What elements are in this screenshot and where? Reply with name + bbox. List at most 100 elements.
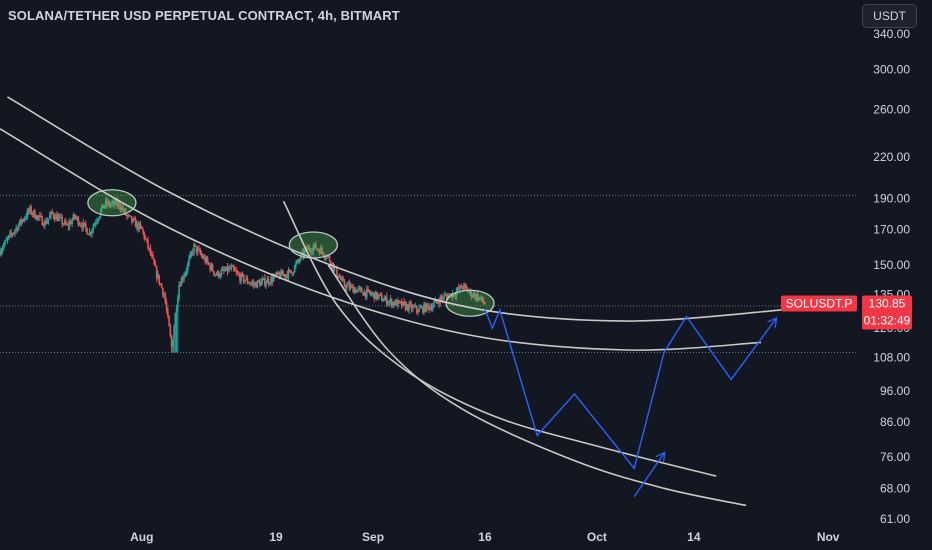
- candle-body: [162, 288, 164, 296]
- candle-body: [264, 277, 266, 286]
- y-tick-label: 340.00: [873, 27, 910, 41]
- candle: [484, 301, 486, 305]
- candle-body: [431, 306, 434, 310]
- candle-body: [472, 293, 475, 297]
- candle: [10, 228, 12, 238]
- candle: [407, 304, 409, 313]
- candle: [1, 245, 4, 255]
- candle-body: [240, 273, 243, 282]
- projection-path: [484, 307, 776, 470]
- candle-body: [372, 292, 374, 294]
- candle: [102, 204, 105, 209]
- candle-body: [175, 308, 178, 314]
- candle-body: [114, 200, 117, 205]
- candle: [112, 197, 114, 208]
- candle-body: [24, 218, 26, 221]
- candle-body: [388, 301, 391, 304]
- candle-body: [418, 307, 420, 313]
- candle-body: [101, 204, 103, 210]
- candle: [387, 300, 389, 307]
- candle-body: [5, 239, 8, 241]
- candle-body: [261, 279, 264, 282]
- candle: [421, 305, 424, 315]
- candle: [282, 270, 285, 277]
- candle-body: [359, 287, 362, 289]
- candle: [152, 251, 154, 260]
- candle: [144, 235, 147, 240]
- candle-body: [87, 234, 90, 236]
- candle-body: [297, 260, 300, 262]
- candle-body: [367, 289, 369, 291]
- candle-body: [443, 295, 445, 300]
- candle: [317, 247, 320, 252]
- candle: [147, 236, 149, 251]
- price-tag-value: 130.85: [869, 297, 906, 311]
- candle-body: [46, 220, 49, 224]
- currency-button[interactable]: USDT: [862, 4, 917, 28]
- candle: [328, 254, 331, 263]
- candle-body: [228, 267, 230, 272]
- x-tick-label: 16: [478, 530, 492, 544]
- candle-body: [92, 226, 95, 231]
- candle: [283, 273, 286, 280]
- candle: [377, 292, 379, 301]
- candle-body: [15, 227, 17, 231]
- candle: [180, 276, 183, 287]
- candle: [246, 275, 249, 285]
- candle: [219, 273, 221, 280]
- candle-body: [214, 274, 216, 276]
- candle: [4, 239, 6, 247]
- candle-body: [226, 266, 229, 272]
- candle: [27, 208, 30, 215]
- candle: [101, 204, 103, 212]
- candle-body: [460, 285, 463, 289]
- candle-body: [433, 302, 435, 307]
- candle-body: [288, 269, 291, 271]
- candle-body: [26, 210, 29, 218]
- candle: [80, 221, 82, 228]
- candle-body: [58, 216, 61, 218]
- candle: [280, 268, 282, 279]
- candle-body: [277, 272, 280, 275]
- candle-body: [108, 201, 111, 206]
- candle: [474, 291, 476, 301]
- candle: [121, 204, 123, 212]
- candle: [191, 248, 194, 257]
- candle: [12, 232, 15, 236]
- candle-body: [326, 255, 328, 258]
- candle-body: [145, 238, 148, 240]
- candle-body: [40, 215, 42, 217]
- candle-body: [474, 293, 476, 299]
- candle-body: [96, 221, 98, 223]
- candle-body: [295, 263, 297, 266]
- candle-body: [186, 263, 189, 271]
- candle-body: [204, 257, 206, 263]
- candle-body: [6, 238, 9, 240]
- candle: [384, 295, 387, 302]
- candle: [17, 222, 20, 231]
- candle-body: [142, 228, 144, 233]
- candle-body: [440, 296, 443, 299]
- candle: [9, 229, 11, 239]
- candle-body: [50, 211, 52, 216]
- candle-body: [300, 254, 302, 261]
- candle: [148, 247, 151, 252]
- candle: [270, 274, 272, 287]
- candle: [451, 290, 454, 302]
- candle-body: [421, 306, 424, 313]
- candle: [42, 222, 45, 228]
- candle-body: [201, 255, 204, 259]
- candle-body: [4, 240, 6, 245]
- candle-body: [135, 222, 138, 228]
- candle-body: [139, 223, 142, 227]
- candle-body: [183, 276, 185, 280]
- candle-body: [417, 310, 419, 313]
- candle-body: [257, 280, 260, 282]
- candle: [51, 208, 54, 215]
- candle-body: [194, 244, 197, 246]
- candle: [252, 279, 255, 289]
- candle: [48, 211, 51, 219]
- candle-body: [210, 265, 213, 270]
- candle-body: [354, 288, 357, 293]
